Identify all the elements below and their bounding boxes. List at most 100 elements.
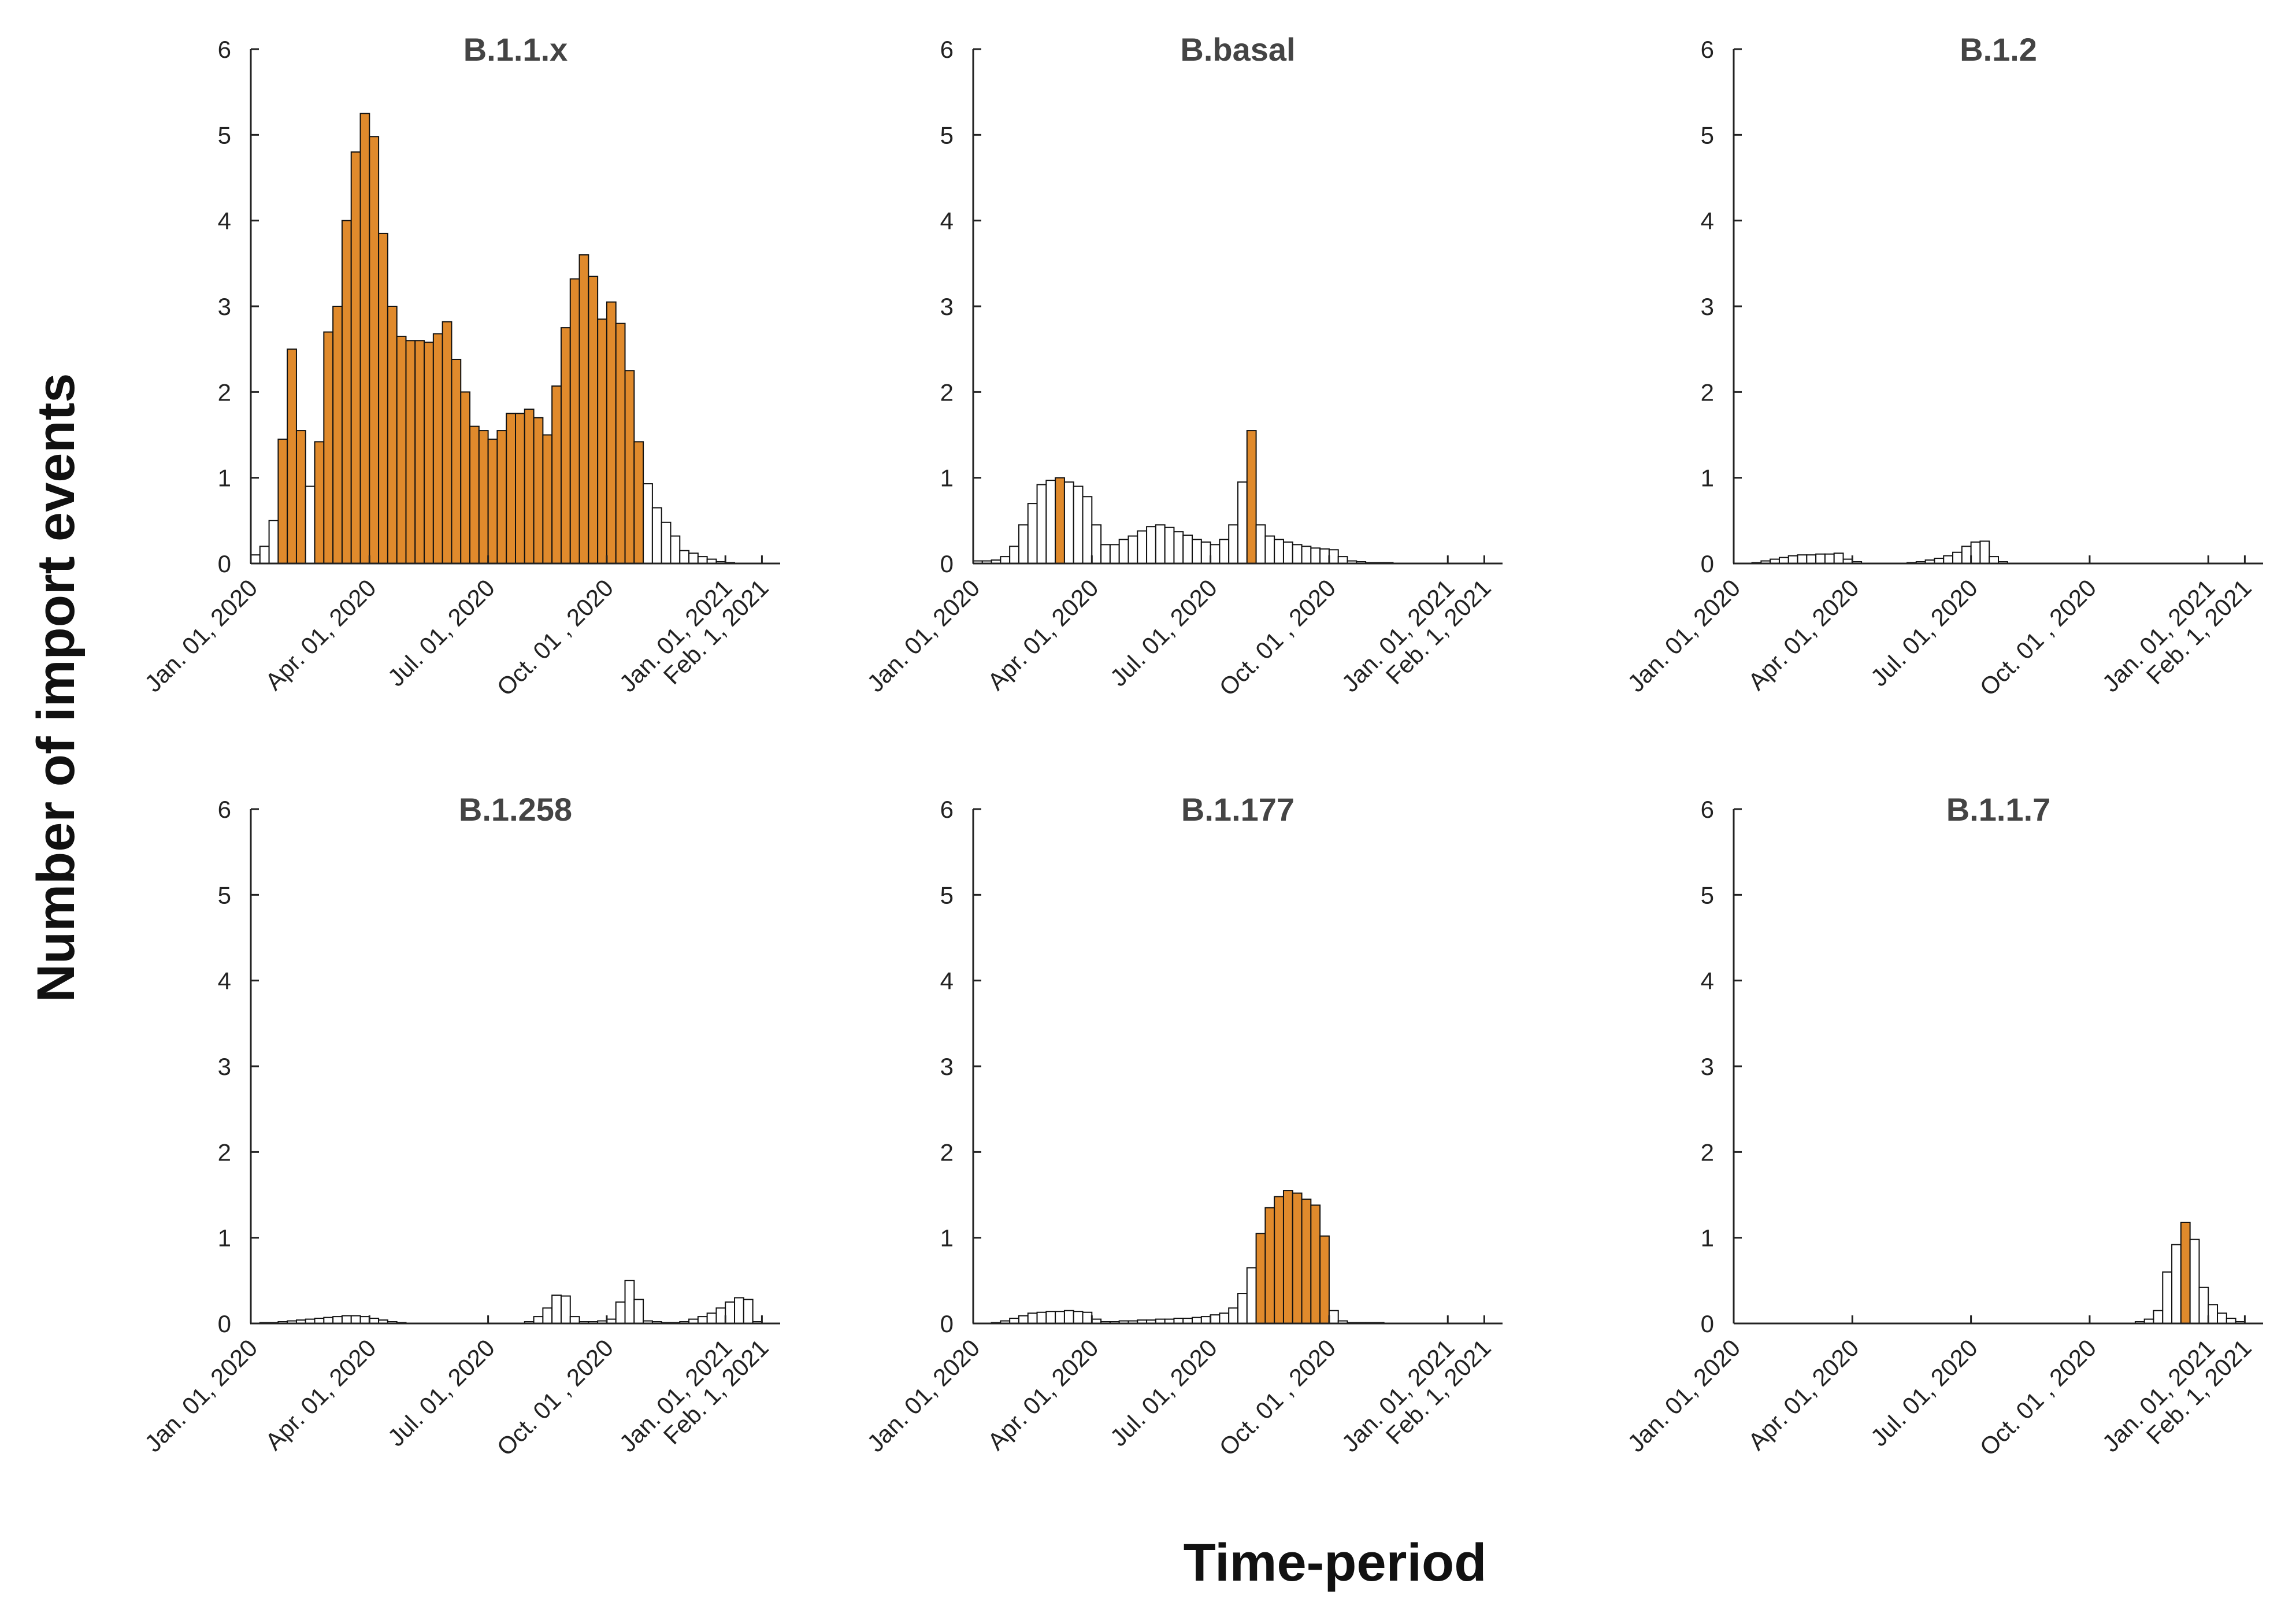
x-tick-label: Oct. 01 , 2020 bbox=[1214, 1334, 1341, 1461]
bar bbox=[624, 1280, 635, 1325]
y-tick-label: 3 bbox=[1701, 293, 1714, 320]
y-tick-label: 5 bbox=[1701, 121, 1714, 149]
bar-highlighted bbox=[323, 331, 334, 564]
bar-highlighted bbox=[405, 340, 416, 565]
bar bbox=[2189, 1239, 2200, 1324]
bar bbox=[1192, 539, 1202, 564]
y-tick-label: 6 bbox=[940, 36, 954, 63]
bar bbox=[1063, 481, 1074, 565]
bar bbox=[1027, 503, 1038, 564]
bar bbox=[615, 1301, 626, 1324]
y-tick-label: 0 bbox=[1701, 1310, 1714, 1337]
y-tick-label: 5 bbox=[940, 881, 954, 909]
x-tick-label: Oct. 01 , 2020 bbox=[491, 574, 618, 701]
y-tick-label: 3 bbox=[1701, 1053, 1714, 1080]
y-tick-label: 4 bbox=[940, 207, 954, 235]
bar bbox=[2162, 1271, 2173, 1324]
bar-highlighted bbox=[615, 322, 626, 564]
bar bbox=[2208, 1304, 2219, 1325]
bar bbox=[1237, 1293, 1248, 1325]
bar-highlighted bbox=[432, 333, 443, 564]
x-tick-label: Apr. 01, 2020 bbox=[260, 1334, 381, 1455]
bar bbox=[1137, 530, 1148, 565]
bar-highlighted bbox=[442, 321, 452, 564]
bar bbox=[1073, 485, 1084, 564]
y-tick-label: 6 bbox=[218, 36, 231, 63]
bar bbox=[2153, 1310, 2164, 1324]
bar-highlighted bbox=[295, 430, 306, 565]
bar bbox=[1045, 1311, 1056, 1324]
y-tick-label: 1 bbox=[218, 465, 231, 492]
panel-title: B.basal bbox=[1180, 31, 1295, 68]
bar bbox=[1319, 548, 1330, 565]
x-tick-label: Jan. 01, 2020 bbox=[862, 1334, 985, 1457]
y-tick-label: 2 bbox=[940, 1139, 954, 1166]
y-tick-label: 0 bbox=[218, 1310, 231, 1337]
bar-highlighted bbox=[451, 358, 462, 564]
y-tick-label: 2 bbox=[218, 379, 231, 406]
bar bbox=[697, 1316, 708, 1324]
x-tick-label: Apr. 01, 2020 bbox=[1743, 1334, 1864, 1455]
bar bbox=[1228, 1307, 1238, 1325]
bar bbox=[350, 1315, 361, 1324]
y-tick-label: 5 bbox=[218, 881, 231, 909]
x-tick-label: Oct. 01 , 2020 bbox=[491, 1334, 618, 1461]
bar bbox=[542, 1307, 553, 1325]
y-tick-label: 1 bbox=[218, 1225, 231, 1252]
bar bbox=[1109, 544, 1120, 564]
bar bbox=[1200, 1316, 1211, 1324]
bar-highlighted bbox=[524, 409, 535, 564]
bar bbox=[1036, 484, 1047, 565]
bar bbox=[533, 1316, 544, 1324]
bar bbox=[651, 507, 662, 565]
y-tick-label: 2 bbox=[1701, 1139, 1714, 1166]
y-tick-label: 3 bbox=[218, 293, 231, 320]
bar-highlighted bbox=[1310, 1204, 1321, 1325]
bar-highlighted bbox=[332, 306, 343, 564]
bar bbox=[1328, 1310, 1339, 1324]
bar bbox=[688, 553, 699, 565]
bar bbox=[697, 556, 708, 565]
bar-highlighted bbox=[1292, 1192, 1303, 1325]
y-tick-label: 4 bbox=[218, 967, 231, 995]
x-tick-label: Jul. 01, 2020 bbox=[383, 1334, 500, 1451]
y-tick-label: 0 bbox=[940, 1310, 954, 1337]
panel-title: B.1.2 bbox=[1960, 31, 2037, 68]
bar bbox=[1063, 1310, 1074, 1324]
x-tick-label: Apr. 01, 2020 bbox=[260, 574, 381, 695]
bar-highlighted bbox=[606, 301, 617, 565]
bar bbox=[1036, 1311, 1047, 1324]
bar bbox=[1824, 553, 1835, 564]
bar bbox=[1797, 554, 1808, 564]
bar-highlighted bbox=[496, 430, 507, 565]
y-tick-label: 3 bbox=[218, 1053, 231, 1080]
bar bbox=[743, 1299, 754, 1324]
bar-highlighted bbox=[1319, 1235, 1330, 1324]
bar bbox=[1200, 541, 1211, 564]
bar-highlighted bbox=[359, 113, 370, 564]
x-tick-label: Jul. 01, 2020 bbox=[1105, 1334, 1222, 1451]
y-tick-label: 3 bbox=[940, 293, 954, 320]
x-tick-label: Jan. 01, 2020 bbox=[139, 574, 262, 697]
bar-highlighted bbox=[487, 438, 498, 564]
x-tick-label: Oct. 01 , 2020 bbox=[1974, 1334, 2101, 1461]
bar-highlighted bbox=[1282, 1190, 1293, 1325]
bar bbox=[1943, 555, 1954, 565]
y-tick-label: 1 bbox=[1701, 465, 1714, 492]
bar-highlighted bbox=[369, 136, 380, 565]
bar bbox=[1164, 526, 1175, 565]
bar-highlighted bbox=[551, 385, 562, 564]
bar bbox=[1274, 539, 1284, 564]
panel-title: B.1.1.x bbox=[463, 31, 568, 68]
bar bbox=[1155, 524, 1166, 564]
y-tick-label: 1 bbox=[1701, 1225, 1714, 1252]
bar bbox=[1210, 1314, 1221, 1324]
y-tick-label: 2 bbox=[940, 379, 954, 406]
x-tick-label: Jan. 01, 2020 bbox=[1622, 1334, 1745, 1457]
